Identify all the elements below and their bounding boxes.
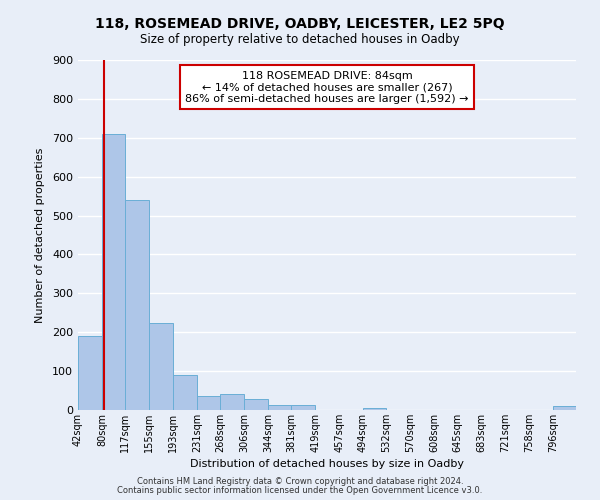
X-axis label: Distribution of detached houses by size in Oadby: Distribution of detached houses by size …	[190, 459, 464, 469]
Text: Size of property relative to detached houses in Oadby: Size of property relative to detached ho…	[140, 32, 460, 46]
Bar	[197, 396, 220, 410]
Bar	[220, 394, 244, 410]
Bar	[149, 322, 173, 410]
Y-axis label: Number of detached properties: Number of detached properties	[35, 148, 45, 322]
Bar	[553, 406, 576, 410]
Bar	[362, 408, 386, 410]
Bar	[78, 336, 102, 410]
Text: 118 ROSEMEAD DRIVE: 84sqm
← 14% of detached houses are smaller (267)
86% of semi: 118 ROSEMEAD DRIVE: 84sqm ← 14% of detac…	[185, 70, 469, 104]
Bar	[268, 404, 292, 410]
Bar	[102, 134, 125, 410]
Text: 118, ROSEMEAD DRIVE, OADBY, LEICESTER, LE2 5PQ: 118, ROSEMEAD DRIVE, OADBY, LEICESTER, L…	[95, 18, 505, 32]
Text: Contains HM Land Registry data © Crown copyright and database right 2024.: Contains HM Land Registry data © Crown c…	[137, 477, 463, 486]
Text: Contains public sector information licensed under the Open Government Licence v3: Contains public sector information licen…	[118, 486, 482, 495]
Bar	[125, 200, 149, 410]
Bar	[292, 406, 316, 410]
Bar	[244, 399, 268, 410]
Bar	[173, 375, 197, 410]
